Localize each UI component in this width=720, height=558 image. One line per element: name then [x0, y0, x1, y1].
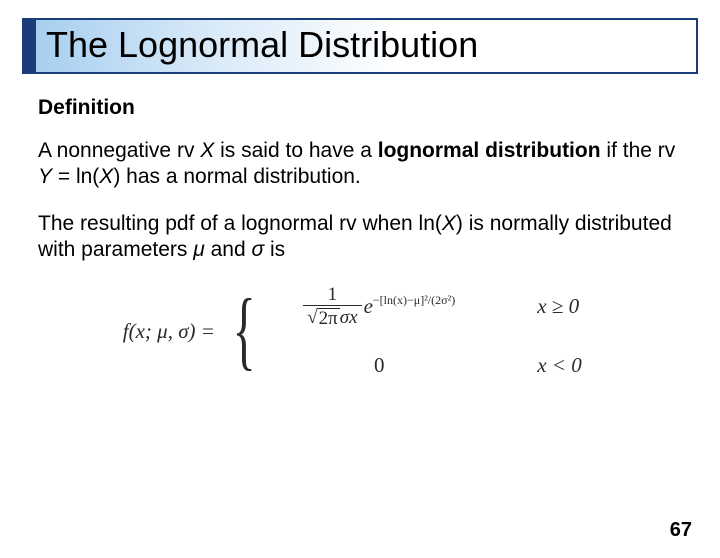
fraction: 1 √ 2π σx — [303, 285, 361, 329]
case-row-2: 0 x < 0 — [269, 353, 597, 378]
text: is — [264, 238, 285, 261]
text: The resulting pdf of a lognormal rv when… — [38, 212, 442, 235]
case1-cond: x ≥ 0 — [537, 294, 597, 319]
text: is said to have a — [214, 139, 377, 162]
formula-container: f(x; μ, σ) = { 1 √ 2π σx — [38, 285, 682, 378]
slide-title: The Lognormal Distribution — [46, 24, 686, 66]
sigma-symbol: σ — [251, 238, 264, 261]
text: = ln( — [52, 165, 99, 188]
case1-expr: 1 √ 2π σx e−[ln(x)−μ]²/(2σ²) — [269, 285, 489, 329]
radicand: 2π — [317, 308, 340, 329]
numerator: 1 — [324, 285, 342, 305]
content-area: Definition A nonnegative rv X is said to… — [0, 74, 720, 378]
pdf-formula: f(x; μ, σ) = { 1 √ 2π σx — [123, 285, 597, 378]
case2-expr: 0 — [269, 353, 489, 378]
brace-icon: { — [232, 305, 255, 358]
title-bar: The Lognormal Distribution — [22, 18, 698, 74]
text: and — [205, 238, 252, 261]
formula-lhs: f(x; μ, σ) = — [123, 319, 215, 344]
term-lognormal: lognormal distribution — [378, 139, 601, 162]
den-tail: σx — [340, 307, 358, 328]
text: A nonnegative rv — [38, 139, 200, 162]
cases: 1 √ 2π σx e−[ln(x)−μ]²/(2σ²) x ≥ 0 — [269, 285, 597, 378]
definition-heading: Definition — [38, 96, 682, 120]
case-row-1: 1 √ 2π σx e−[ln(x)−μ]²/(2σ²) x ≥ 0 — [269, 285, 597, 329]
expr-y: Y — [38, 165, 52, 188]
pdf-paragraph: The resulting pdf of a lognormal rv when… — [38, 211, 682, 264]
mu-symbol: μ — [193, 238, 205, 261]
var-x: X — [200, 139, 214, 162]
page-number: 67 — [670, 519, 692, 542]
e-base: e — [364, 294, 373, 319]
case2-cond: x < 0 — [537, 353, 597, 378]
var-x: X — [442, 212, 456, 235]
exponent: −[ln(x)−μ]²/(2σ²) — [373, 293, 455, 308]
denominator: √ 2π σx — [303, 305, 361, 329]
sqrt: √ 2π — [307, 308, 340, 329]
text: if the rv — [601, 139, 676, 162]
definition-paragraph: A nonnegative rv X is said to have a log… — [38, 138, 682, 191]
text: has a normal distribution. — [120, 165, 360, 188]
var-x-inline: X — [99, 165, 113, 188]
